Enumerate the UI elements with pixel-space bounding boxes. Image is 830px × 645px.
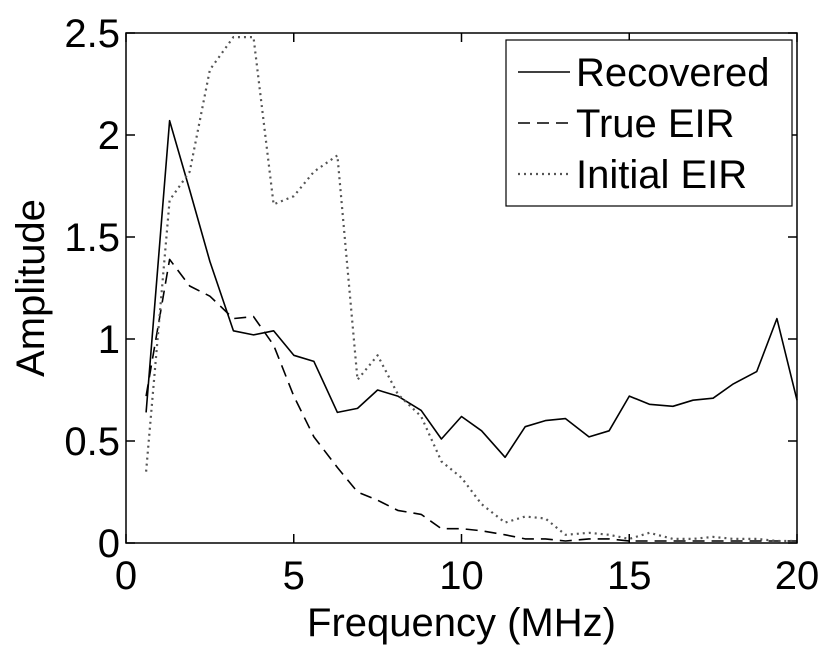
x-tick-label: 5	[283, 554, 305, 598]
series-line-initial-eir	[145, 35, 797, 543]
y-tick-label: 1	[98, 318, 120, 362]
y-tick-label: 2.5	[64, 12, 120, 56]
x-axis-title: Frequency (MHz)	[307, 601, 616, 645]
axis-ticks	[125, 32, 798, 544]
series-lines	[145, 35, 798, 543]
legend-box	[505, 39, 793, 207]
x-tick-label: 20	[775, 554, 820, 598]
y-tick-label: 1.5	[64, 216, 120, 260]
legend-label: Initial EIR	[576, 153, 747, 197]
y-tick-label: 0.5	[64, 420, 120, 464]
axis-tick-labels: 0 5 10 15 20 0 0.5 1 1.5 2 2.5	[64, 12, 819, 598]
y-axis-title: Amplitude	[9, 199, 53, 377]
series-line-recovered	[145, 119, 798, 459]
y-tick-label: 2	[98, 114, 120, 158]
series-line-true-eir	[145, 258, 797, 542]
x-tick-label: 15	[607, 554, 652, 598]
legend: Recovered True EIR Initial EIR	[505, 39, 793, 207]
legend-label: Recovered	[576, 51, 769, 95]
y-tick-label: 0	[98, 522, 120, 566]
x-tick-label: 0	[115, 554, 137, 598]
legend-label: True EIR	[576, 102, 735, 146]
legend-items: Recovered True EIR Initial EIR	[518, 51, 769, 197]
x-tick-label: 10	[439, 554, 484, 598]
